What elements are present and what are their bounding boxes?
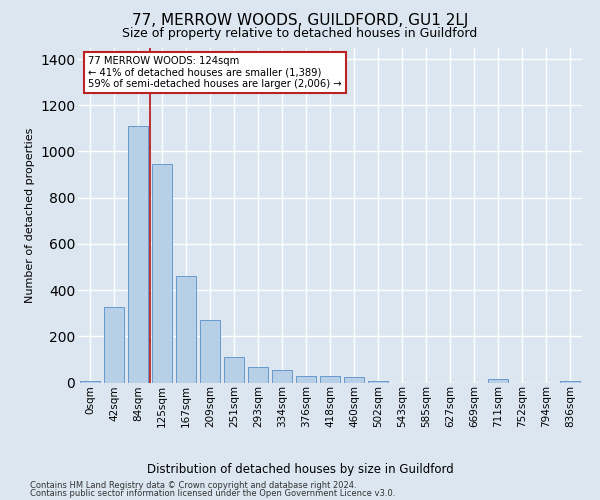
Bar <box>224 357 244 382</box>
Bar <box>128 126 148 382</box>
Text: 77 MERROW WOODS: 124sqm
← 41% of detached houses are smaller (1,389)
59% of semi: 77 MERROW WOODS: 124sqm ← 41% of detache… <box>88 56 342 89</box>
Bar <box>296 376 316 382</box>
Bar <box>152 164 172 382</box>
Bar <box>272 370 292 382</box>
Bar <box>248 368 268 382</box>
Bar <box>176 276 196 382</box>
Y-axis label: Number of detached properties: Number of detached properties <box>25 128 35 302</box>
Text: 77, MERROW WOODS, GUILDFORD, GU1 2LJ: 77, MERROW WOODS, GUILDFORD, GU1 2LJ <box>132 12 468 28</box>
Text: Contains HM Land Registry data © Crown copyright and database right 2024.: Contains HM Land Registry data © Crown c… <box>30 481 356 490</box>
Bar <box>104 308 124 382</box>
Bar <box>320 376 340 382</box>
Text: Contains public sector information licensed under the Open Government Licence v3: Contains public sector information licen… <box>30 489 395 498</box>
Text: Size of property relative to detached houses in Guildford: Size of property relative to detached ho… <box>122 28 478 40</box>
Bar <box>200 320 220 382</box>
Text: Distribution of detached houses by size in Guildford: Distribution of detached houses by size … <box>146 462 454 475</box>
Bar <box>344 376 364 382</box>
Bar <box>488 379 508 382</box>
